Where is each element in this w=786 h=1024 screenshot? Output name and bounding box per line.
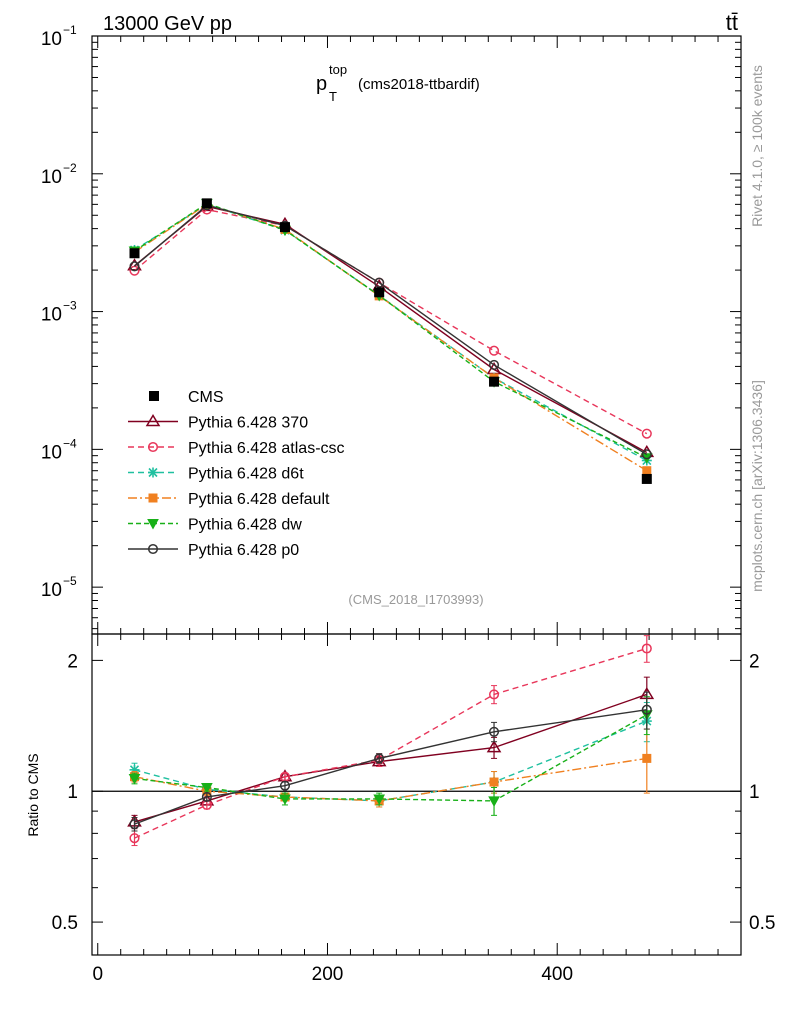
ratio-point (129, 819, 140, 830)
legend-label: Pythia 6.428 370 (188, 415, 308, 432)
side-label-bottom: mcplots.cern.ch [arXiv:1306.3436] (749, 380, 765, 592)
ratio-line (134, 757, 647, 802)
x-tick-label: 200 (312, 964, 344, 985)
ratio-point (486, 740, 502, 753)
data-point (641, 473, 652, 484)
y-tick-exponent: −1 (63, 23, 77, 37)
y-tick-label: 10 (41, 305, 62, 326)
series-line (134, 202, 648, 459)
ratio-tick-label: 1 (67, 782, 78, 803)
ratio-line (134, 714, 648, 802)
y-tick-label: 10 (41, 442, 62, 463)
ratio-point (129, 833, 140, 844)
ratio-point (128, 773, 141, 785)
legend-label: Pythia 6.428 p0 (188, 542, 299, 559)
ratio-point (641, 704, 652, 715)
ratio-tick-label: 2 (67, 651, 78, 672)
legend-label: Pythia 6.428 dw (188, 517, 302, 534)
ratio-line (134, 647, 648, 839)
legend: CMS Pythia 6.428 370 Pythia 6.428 atlas-cs… (128, 389, 345, 559)
ratio-point (642, 753, 652, 763)
legend-label: Pythia 6.428 atlas-csc (188, 440, 345, 457)
y-tick-label: 10 (41, 29, 62, 50)
plot-title-rest: (cms2018-ttbardif) (358, 76, 480, 93)
ratio-panel-frame: 0 200 400 0.5 0.5 1 1 2 2 (52, 633, 775, 985)
legend-marker (148, 493, 158, 503)
header-right: tt̄ (726, 10, 738, 35)
y-tick-exponent: −3 (63, 299, 77, 313)
ratio-panel-border (91, 633, 742, 956)
ratio-point (641, 643, 652, 654)
series-point (374, 277, 385, 288)
plot-title-sub: T (329, 89, 337, 104)
series-point (641, 428, 652, 439)
ratio-point (201, 791, 212, 803)
y-tick-label: 10 (41, 580, 62, 601)
legend-marker-data (149, 391, 159, 401)
legend-marker (147, 543, 159, 555)
series-point (488, 345, 500, 356)
data-point (489, 376, 500, 387)
legend-marker (147, 519, 159, 530)
legend-marker-stroke (148, 467, 158, 478)
y-tick-label: 10 (41, 167, 62, 188)
ratio-tick-label-right: 0.5 (749, 913, 775, 934)
ratio-line (134, 709, 647, 825)
data-point (374, 287, 385, 298)
ratio-point (488, 689, 500, 700)
data-point (279, 222, 290, 233)
legend-label-data: CMS (188, 389, 224, 406)
series-point (129, 265, 140, 276)
x-tick-label: 400 (541, 964, 573, 985)
series-point (642, 466, 652, 476)
y-tick-exponent: −4 (63, 436, 77, 450)
ratio-point (201, 782, 213, 794)
data-point (129, 248, 140, 259)
ratio-point (373, 794, 386, 805)
ratio-point (279, 794, 291, 805)
plot-title-sup: top (329, 62, 347, 77)
chart-marks (127, 198, 655, 847)
ratio-point (489, 777, 499, 787)
y-tick-exponent: −5 (63, 574, 77, 588)
analysis-id: (CMS_2018_I1703993) (348, 592, 483, 607)
ratio-tick-label-right: 2 (749, 651, 760, 672)
ratio-tick-label-right: 1 (749, 782, 760, 803)
ratio-tick-label: 0.5 (52, 913, 78, 934)
series-point (127, 258, 142, 271)
series-point (488, 359, 500, 370)
series-line (134, 204, 648, 455)
ratio-point (279, 780, 291, 791)
legend-label: Pythia 6.428 default (188, 491, 330, 508)
ratio-line (134, 693, 648, 823)
data-point (201, 198, 212, 209)
header-left: 13000 GeV pp (103, 13, 232, 35)
legend-marker (148, 467, 158, 478)
ratio-ylabel: Ratio to CMS (25, 753, 41, 836)
ratio-point (488, 726, 500, 737)
side-label-top: Rivet 4.1.0, ≥ 100k events (749, 65, 765, 227)
legend-label: Pythia 6.428 d6t (188, 466, 304, 483)
series-point (641, 449, 652, 460)
x-tick-label: 0 (92, 964, 103, 985)
legend-marker (145, 414, 161, 427)
upper-panel-frame: 10−510−410−310−210−1 (41, 23, 742, 635)
series-point (129, 261, 140, 272)
plot-title-main: p (316, 73, 327, 95)
ratio-point (374, 753, 385, 764)
y-tick-exponent: −2 (63, 161, 77, 175)
ratio-point (488, 796, 500, 807)
legend-marker (147, 441, 159, 453)
